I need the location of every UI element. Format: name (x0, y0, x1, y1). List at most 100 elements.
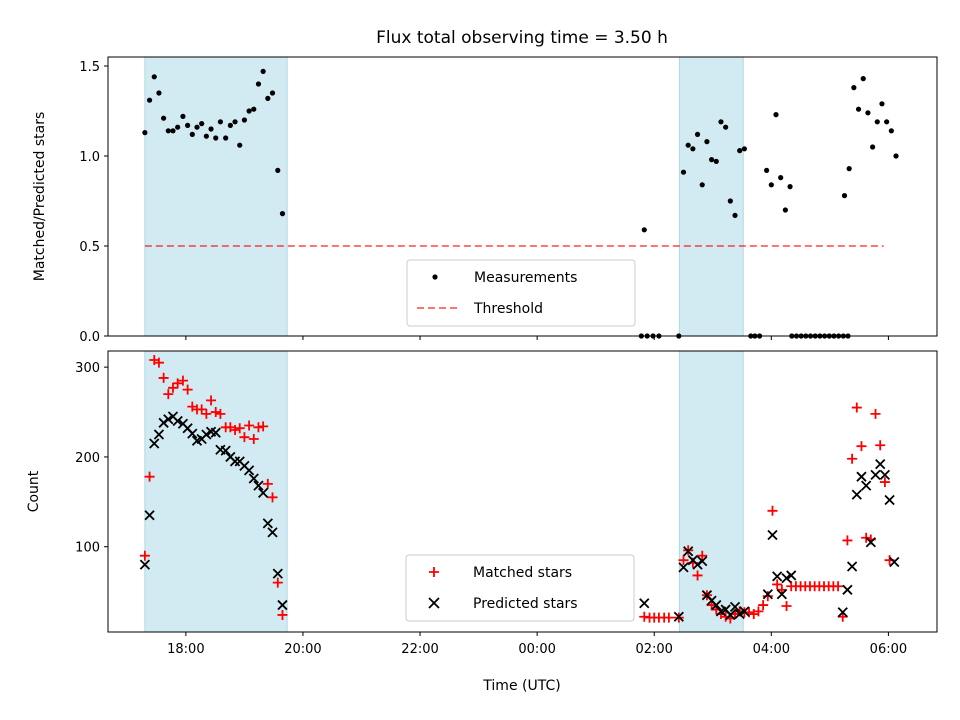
measurement-point (251, 106, 257, 112)
predicted-star-point (258, 487, 269, 498)
matched-star-point (842, 535, 853, 546)
measurement-point (213, 135, 219, 141)
predicted-star-point (846, 561, 858, 572)
x-tick-label: 20:00 (284, 642, 321, 657)
measurement-point (165, 128, 171, 134)
shaded-interval-1 (678, 350, 744, 633)
matched-star-point (697, 550, 708, 561)
predicted-star-point (639, 598, 650, 609)
predicted-star-point (220, 445, 231, 456)
matched-star-point (234, 423, 245, 434)
predicted-star-point (889, 556, 900, 568)
measurement-point (855, 106, 862, 112)
legend-label: Threshold (473, 301, 543, 317)
matched-star-point (875, 440, 886, 451)
predicted-star-point (786, 570, 797, 581)
predicted-star-point (187, 428, 198, 439)
matched-star-point (206, 395, 217, 406)
legend-box (406, 259, 636, 327)
measurement-point (237, 142, 243, 148)
measurement-point (841, 193, 848, 199)
measurement-point (161, 115, 167, 121)
shaded-interval-0 (144, 56, 288, 337)
measurement-point (778, 175, 784, 181)
measurement-point (737, 148, 743, 154)
predicted-star-point (277, 599, 288, 611)
chart-title: Flux total observing time = 3.50 h (376, 28, 668, 48)
measurement-point (732, 212, 738, 218)
matched-star-point (767, 505, 778, 516)
measurement-point (874, 119, 880, 125)
measurement-point (151, 74, 157, 80)
matched-star-point (772, 579, 783, 590)
measurement-point (223, 135, 229, 141)
predicted-star-point (678, 562, 689, 573)
y-axis-label: Matched/Predicted stars (32, 112, 48, 282)
x-tick-label: 00:00 (518, 642, 555, 657)
measurement-point (227, 122, 233, 128)
measurement-point (189, 131, 195, 137)
y-tick-label: 0.0 (79, 330, 100, 345)
measurement-point (269, 90, 276, 96)
matched-star-point (753, 606, 764, 617)
measurement-point (718, 119, 724, 125)
predicted-star-point (229, 456, 241, 467)
measurement-point (709, 157, 715, 163)
matched-star-point (851, 402, 862, 413)
matched-star-point (158, 372, 169, 383)
matched-star-point (781, 600, 792, 611)
measurement-point (713, 158, 719, 164)
predicted-star-point (781, 572, 792, 584)
predicted-star-point (865, 537, 876, 548)
matched-star-point (847, 453, 858, 464)
measurement-point (787, 184, 793, 190)
predicted-star-point (856, 471, 867, 482)
x-tick-label: 02:00 (635, 642, 672, 657)
measurement-point (246, 108, 252, 114)
matched-star-point (163, 389, 174, 400)
measurement-point (265, 95, 271, 101)
predicted-star-point (776, 589, 787, 600)
measurement-point (194, 124, 200, 130)
predicted-star-point (851, 489, 862, 500)
measurement-point (275, 167, 281, 173)
matched-star-point (833, 581, 844, 592)
matched-star-point (239, 432, 250, 443)
y-axis-label: Count (26, 470, 42, 512)
measurement-point (208, 126, 214, 132)
x-axis-label: Time (UTC) (482, 678, 560, 694)
measurement-point (768, 182, 774, 188)
measurement-point (694, 131, 701, 137)
matched-star-point (244, 420, 255, 431)
matched-star-point (215, 408, 226, 419)
y-tick-label: 0.5 (79, 240, 100, 255)
matched-star-point (196, 404, 207, 415)
predicted-star-point (149, 438, 160, 449)
predicted-star-point (762, 589, 773, 600)
matched-star-point (856, 441, 867, 452)
measurement-point (180, 113, 186, 119)
measurement-point (641, 227, 647, 233)
measurement-point (685, 142, 691, 148)
matched-star-point (201, 408, 212, 419)
matched-star-point (663, 612, 674, 623)
measurement-point (699, 182, 705, 188)
predicted-star-point (172, 415, 183, 427)
matched-star-point (758, 600, 769, 611)
predicted-star-point (870, 469, 881, 481)
measurement-point (741, 146, 747, 152)
predicted-star-point (267, 527, 278, 538)
predicted-star-point (772, 571, 783, 582)
x-tick-label: 06:00 (870, 642, 907, 657)
measurement-point (217, 119, 224, 125)
predicted-star-point (875, 458, 886, 470)
x-tick-label: 04:00 (753, 642, 790, 657)
predicted-star-point (673, 611, 684, 622)
predicted-star-point (837, 607, 848, 618)
measurement-point (175, 124, 181, 130)
matched-star-point (258, 421, 269, 432)
measurement-point (170, 128, 176, 134)
predicted-star-point (767, 529, 778, 541)
predicted-star-point (683, 546, 694, 557)
